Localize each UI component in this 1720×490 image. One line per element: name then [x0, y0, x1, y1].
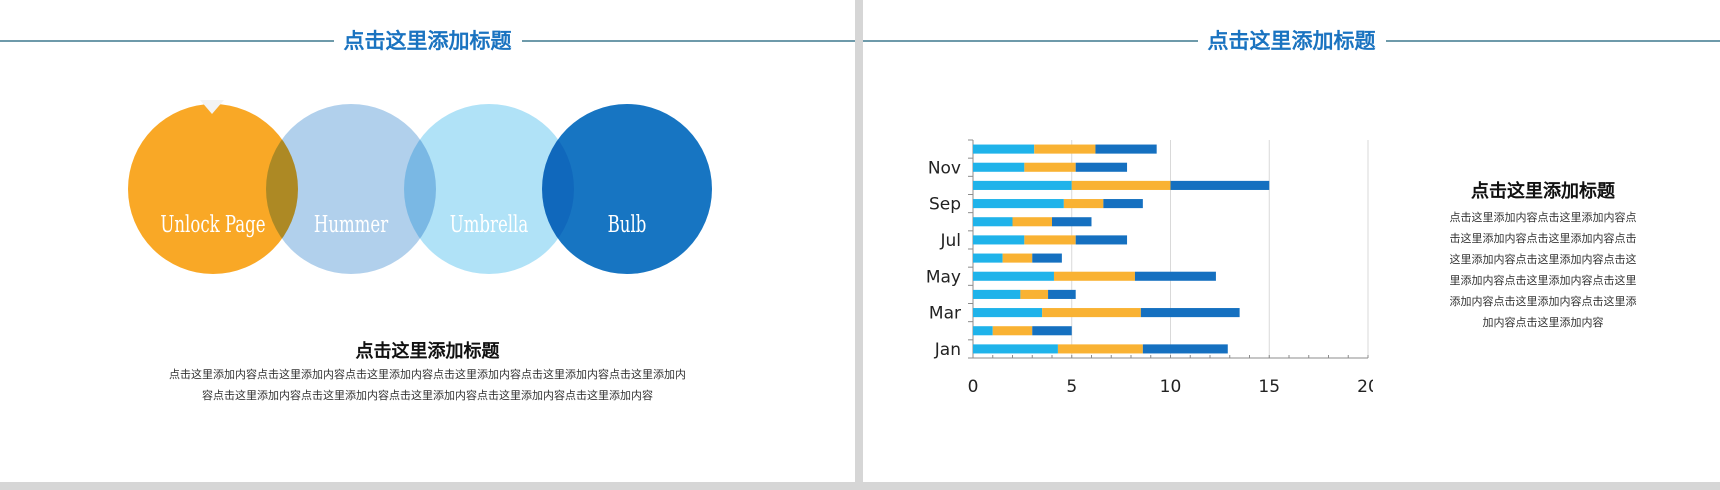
- bar-jun-series-2: [1002, 253, 1033, 263]
- circle-label-unlock-page: Unlock Page: [160, 212, 266, 238]
- bar-jan-series-3: [1142, 344, 1228, 354]
- right-title-wrap: 点击这里添加标题: [863, 26, 1720, 56]
- left-body-line-2[interactable]: 容点击这里添加内容点击这里添加内容点击这里添加内容点击这里添加内容点击这里添加内…: [202, 389, 653, 402]
- bar-jul-series-3: [1075, 235, 1128, 245]
- bar-mar-series-1: [973, 308, 1043, 318]
- x-tick-label: 15: [1258, 377, 1280, 397]
- bar-feb-series-3: [1032, 326, 1072, 336]
- left-title-bar: 点击这里添加标题: [0, 24, 855, 58]
- right-body-line: 击这里添加内容点击这里添加内容点击: [1449, 232, 1637, 245]
- bar-apr-series-2: [1020, 289, 1049, 299]
- x-tick-label: 10: [1160, 377, 1182, 397]
- right-body-line: 里添加内容点击这里添加内容点击这里: [1449, 274, 1637, 287]
- bar-may-series-2: [1053, 271, 1135, 281]
- circle-label-bulb: Bulb: [607, 212, 647, 238]
- bar-nov-series-3: [1075, 162, 1128, 172]
- y-tick-label-nov: Nov: [928, 158, 961, 178]
- x-tick-label: 20: [1357, 377, 1373, 397]
- y-tick-label-sep: Sep: [929, 195, 961, 215]
- right-body-text[interactable]: 点击这里添加内容点击这里添加内容点 击这里添加内容点击这里添加内容点击 这里添加…: [1443, 207, 1643, 333]
- right-body-line: 点击这里添加内容点击这里添加内容点: [1449, 211, 1637, 224]
- bar-dec-series-1: [973, 144, 1035, 154]
- bar-oct-series-2: [1071, 180, 1171, 190]
- right-heading[interactable]: 点击这里添加标题: [1471, 181, 1615, 202]
- circle-bulb[interactable]: [542, 104, 712, 274]
- bar-jan-series-2: [1057, 344, 1143, 354]
- circle-label-hummer: Hummer: [313, 212, 389, 238]
- right-body-line: 添加内容点击这里添加内容点击这里添: [1449, 295, 1637, 308]
- bar-feb-series-1: [973, 326, 993, 336]
- bar-aug-series-2: [1012, 217, 1052, 227]
- bar-feb-series-2: [992, 326, 1033, 336]
- bar-sep-series-3: [1103, 199, 1143, 209]
- right-title-bar: 点击这里添加标题: [863, 24, 1720, 58]
- bar-aug-series-1: [973, 217, 1013, 227]
- bar-apr-series-1: [973, 289, 1021, 299]
- y-tick-label-jan: Jan: [934, 340, 961, 360]
- right-body-line: 这里添加内容点击这里添加内容点击这: [1449, 253, 1637, 266]
- pointer-marker: [200, 100, 224, 114]
- y-tick-label-may: May: [926, 267, 961, 287]
- y-tick-label-jul: Jul: [939, 231, 961, 251]
- bar-sep-series-1: [973, 199, 1064, 209]
- bar-dec-series-3: [1095, 144, 1157, 154]
- y-tick-label-mar: Mar: [929, 304, 961, 324]
- bar-jun-series-3: [1032, 253, 1062, 263]
- left-heading[interactable]: 点击这里添加标题: [355, 341, 500, 362]
- right-title[interactable]: 点击这里添加标题: [1197, 29, 1386, 53]
- left-slide: 点击这里添加标题 Unlock Page Hummer Umbrella Bul…: [0, 0, 855, 482]
- bar-may-series-3: [1134, 271, 1216, 281]
- bar-apr-series-3: [1048, 289, 1076, 299]
- bar-may-series-1: [973, 271, 1054, 281]
- circle-label-umbrella: Umbrella: [449, 212, 529, 238]
- bar-sep-series-2: [1063, 199, 1104, 209]
- bar-nov-series-2: [1024, 162, 1076, 172]
- bar-mar-series-3: [1140, 308, 1240, 318]
- bar-dec-series-2: [1034, 144, 1096, 154]
- right-body-line: 加内容点击这里添加内容: [1482, 316, 1604, 329]
- left-title[interactable]: 点击这里添加标题: [333, 29, 522, 53]
- stacked-bar-chart[interactable]: Jan Mar May Jul Sep Nov 0 5 10 15 20: [913, 120, 1373, 400]
- bar-mar-series-2: [1042, 308, 1141, 318]
- x-tick-label: 0: [968, 377, 979, 397]
- bar-jun-series-1: [973, 253, 1003, 263]
- bar-aug-series-3: [1052, 217, 1092, 227]
- bar-jan-series-1: [973, 344, 1058, 354]
- x-tick-label: 5: [1066, 377, 1077, 397]
- bar-oct-series-3: [1170, 180, 1270, 190]
- bar-nov-series-1: [973, 162, 1025, 172]
- right-slide: 点击这里添加标题 Jan Mar May Jul Sep Nov 0 5 10 15 20 点击这里…: [863, 0, 1720, 482]
- bar-jul-series-1: [973, 235, 1025, 245]
- bar-oct-series-1: [973, 180, 1072, 190]
- bar-jul-series-2: [1024, 235, 1076, 245]
- left-title-wrap: 点击这里添加标题: [0, 26, 855, 56]
- left-body-line-1[interactable]: 点击这里添加内容点击这里添加内容点击这里添加内容点击这里添加内容点击这里添加内容…: [169, 368, 686, 381]
